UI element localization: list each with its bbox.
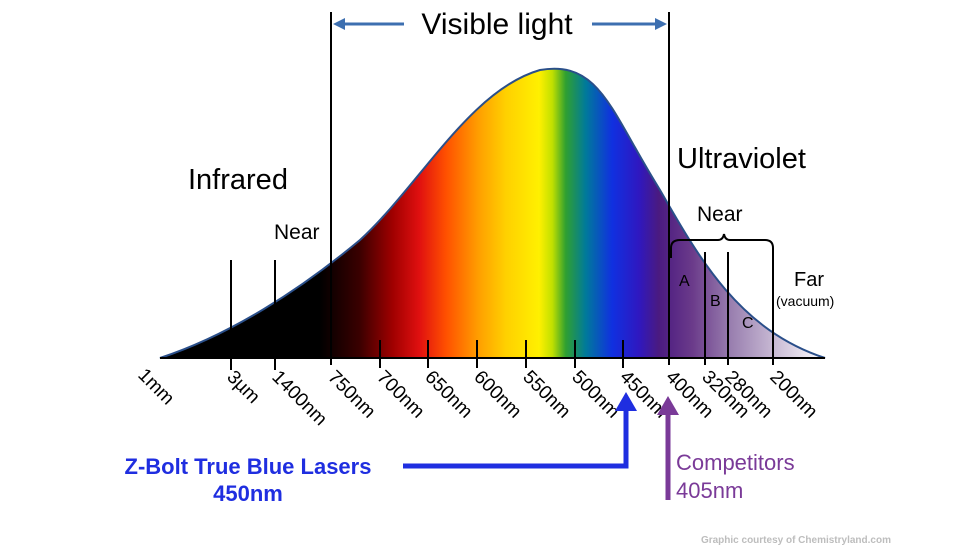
uv-band-a: A — [679, 273, 690, 290]
near-uv-brace — [670, 233, 774, 258]
infrared-near-label: Near — [274, 221, 320, 244]
tick-label-700nm: 700nm — [372, 367, 428, 423]
tick-label-3um: 3µm — [222, 367, 263, 408]
tick-label-1400nm: 1400nm — [267, 367, 330, 430]
tick-label-750nm: 750nm — [323, 367, 379, 423]
zbolt-callout-title: Z-Bolt True Blue Lasers — [125, 454, 372, 479]
uv-band-b: B — [710, 293, 721, 310]
tick-label-500nm: 500nm — [567, 367, 623, 423]
uv-band-c: C — [742, 315, 754, 332]
far-uv-label: Far — [794, 269, 824, 291]
far-uv-note: (vacuum) — [776, 293, 834, 309]
tick-label-1mm: 1mm — [133, 365, 178, 410]
competitors-callout-wavelength: 405nm — [676, 478, 743, 503]
zbolt-arrow — [403, 392, 637, 469]
zbolt-callout-wavelength: 450nm — [213, 481, 283, 506]
tick-labels: 1mm 3µm 1400nm 750nm 700nm 650nm 600nm 5… — [133, 365, 821, 430]
tick-label-650nm: 650nm — [420, 367, 476, 423]
ultraviolet-near-label: Near — [697, 203, 743, 226]
competitors-callout-title: Competitors — [676, 450, 795, 475]
competitors-arrow — [657, 396, 679, 500]
image-credit: Graphic courtesy of Chemistryland.com — [701, 535, 891, 546]
visible-light-label: Visible light — [421, 8, 573, 41]
visible-tick-marks — [379, 340, 624, 368]
tick-label-600nm: 600nm — [469, 367, 525, 423]
tick-label-200nm: 200nm — [765, 367, 821, 423]
ultraviolet-label: Ultraviolet — [677, 143, 806, 175]
infrared-label: Infrared — [188, 164, 288, 196]
tick-label-550nm: 550nm — [518, 367, 574, 423]
visible-light-arrow — [333, 18, 667, 30]
